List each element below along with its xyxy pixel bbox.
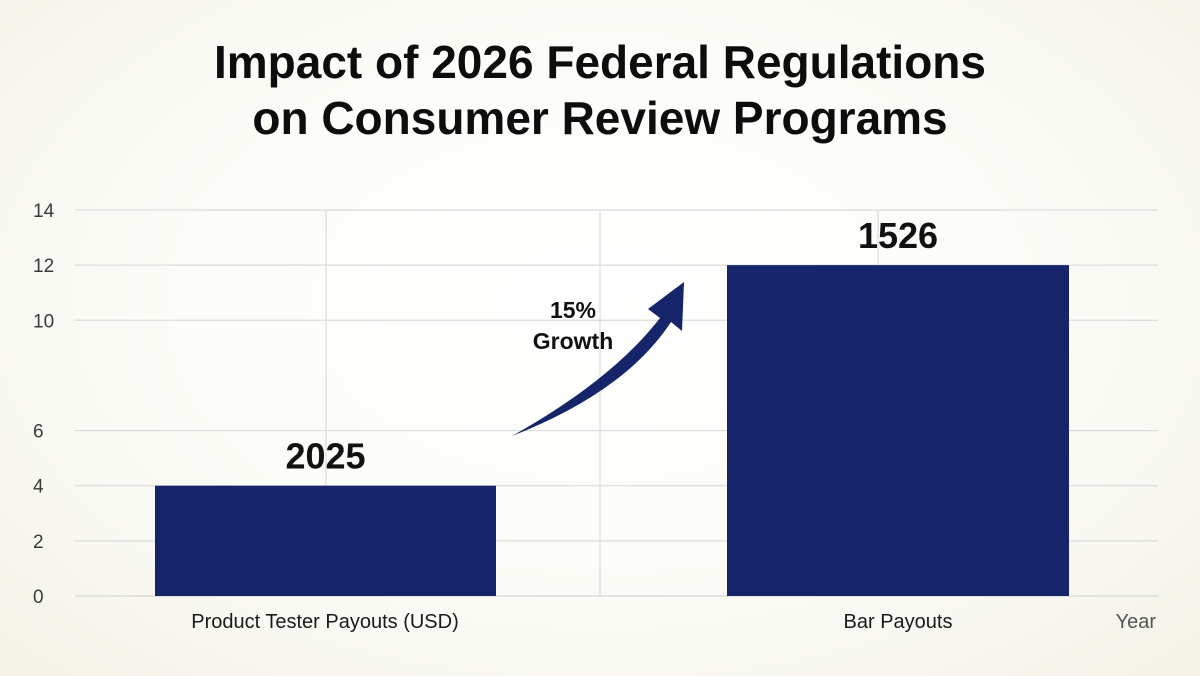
- x-axis-label: Year: [1116, 611, 1157, 633]
- y-tick-label: 10: [33, 311, 54, 332]
- y-tick-label: 2: [33, 532, 44, 553]
- y-tick-label: 0: [33, 587, 44, 608]
- growth-annotation-line-1: 15%: [550, 297, 596, 323]
- growth-arrow-shape: [512, 282, 684, 436]
- growth-annotation-line-2: Growth: [533, 328, 614, 354]
- category-label-1: Product Tester Payouts (USD): [191, 611, 459, 633]
- bars: 2025 1526: [155, 215, 1069, 596]
- bar-1: [155, 485, 496, 596]
- growth-arrow: 15% Growth: [512, 282, 684, 436]
- x-axis-categories: Product Tester Payouts (USD) Bar Payouts: [191, 611, 952, 633]
- y-tick-label: 6: [33, 422, 44, 443]
- chart-title-line-2: on Consumer Review Programs: [252, 92, 948, 144]
- data-label-2: 1526: [858, 215, 938, 256]
- y-tick-label: 12: [33, 256, 54, 277]
- bar-2: [727, 265, 1069, 596]
- data-label-1: 2025: [285, 436, 365, 477]
- chart-title-line-1: Impact of 2026 Federal Regulations: [213, 36, 986, 88]
- category-label-2: Bar Payouts: [844, 611, 953, 633]
- y-axis-ticks: 0 2 4 6 10 12 14: [33, 201, 55, 608]
- y-tick-label: 14: [33, 201, 55, 222]
- chart-title: Impact of 2026 Federal Regulations on Co…: [0, 34, 1200, 146]
- y-tick-label: 4: [33, 477, 44, 498]
